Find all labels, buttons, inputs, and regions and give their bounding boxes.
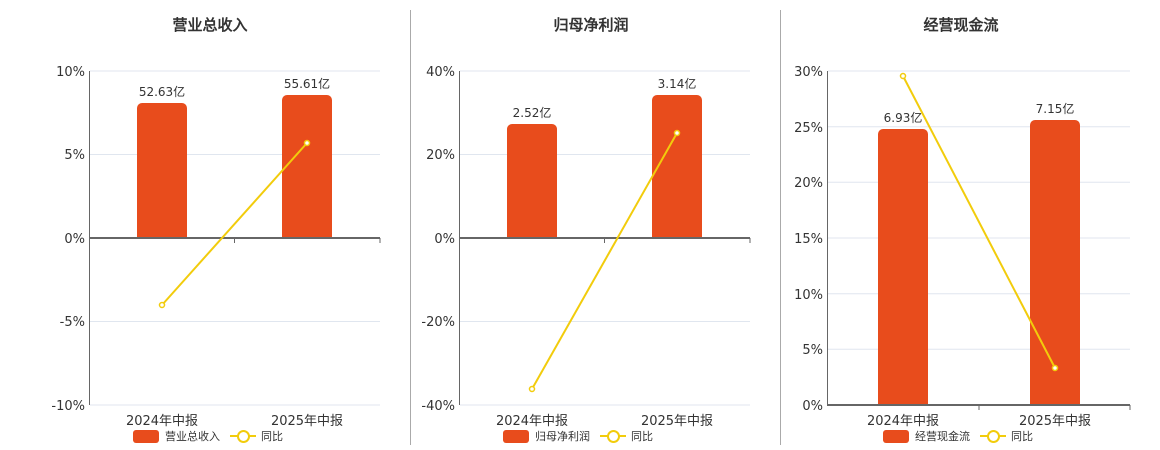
- yoy-point[interactable]: [1051, 364, 1059, 372]
- line-legend-swatch-icon[interactable]: [230, 429, 256, 443]
- y-tick: 10%: [794, 288, 823, 303]
- yoy-point[interactable]: [158, 301, 166, 309]
- y-tick: -40%: [421, 399, 455, 414]
- bar-2025[interactable]: [652, 95, 702, 238]
- bar-2024[interactable]: [878, 129, 928, 405]
- net-profit-chart-plot: 40% 20% 0% -20% -40% 2.52亿 3.14亿 2024年中报…: [421, 65, 751, 429]
- yoy-line: [902, 75, 1056, 369]
- yoy-point[interactable]: [528, 385, 536, 393]
- y-tick: 40%: [426, 65, 455, 80]
- chart-title: 营业总收入: [172, 16, 248, 34]
- x-tick: 2024年中报: [496, 414, 568, 429]
- chart-title: 经营现金流: [923, 16, 999, 34]
- bar-2025[interactable]: [1030, 120, 1080, 405]
- y-tick: 30%: [794, 65, 823, 80]
- legend-label[interactable]: 经营现金流: [915, 430, 970, 443]
- legend-label[interactable]: 同比: [261, 430, 283, 443]
- y-tick: 0%: [64, 232, 85, 247]
- y-tick: 5%: [802, 343, 823, 358]
- y-tick: -20%: [421, 315, 455, 330]
- y-tick: 0%: [434, 232, 455, 247]
- bar-value-label: 7.15亿: [1036, 101, 1075, 116]
- y-tick: 15%: [794, 232, 823, 247]
- legend-label[interactable]: 同比: [1011, 430, 1033, 443]
- panel-divider: [410, 10, 411, 445]
- yoy-line: [531, 132, 678, 390]
- legend-label[interactable]: 营业总收入: [165, 430, 220, 443]
- x-tick: 2024年中报: [867, 414, 939, 429]
- y-tick: 5%: [64, 148, 85, 163]
- legend-label[interactable]: 归母净利润: [535, 430, 590, 443]
- yoy-point[interactable]: [673, 129, 681, 137]
- bar-legend-swatch[interactable]: [883, 429, 909, 443]
- bar-2024[interactable]: [137, 103, 187, 238]
- yoy-point[interactable]: [899, 72, 907, 80]
- x-tick: 2025年中报: [271, 414, 343, 429]
- line-legend-swatch-icon[interactable]: [980, 429, 1006, 443]
- y-tick: 20%: [426, 148, 455, 163]
- y-tick: -5%: [60, 315, 85, 330]
- yoy-point[interactable]: [303, 139, 311, 147]
- y-tick: 10%: [56, 65, 85, 80]
- chart-legend: 经营现金流 同比: [883, 428, 1033, 444]
- line-legend-swatch-icon[interactable]: [600, 429, 626, 443]
- y-tick: -10%: [51, 399, 85, 414]
- bar-value-label: 52.63亿: [139, 84, 185, 99]
- revenue-chart-plot: 10% 5% 0% -5% -10% 52.63亿 55.61亿 2024年中报…: [51, 65, 381, 429]
- legend-label[interactable]: 同比: [631, 430, 653, 443]
- bar-value-label: 2.52亿: [513, 105, 552, 120]
- bar-legend-swatch[interactable]: [133, 429, 159, 443]
- y-tick: 0%: [802, 399, 823, 414]
- bar-value-label: 3.14亿: [658, 76, 697, 91]
- x-tick: 2025年中报: [1019, 414, 1091, 429]
- yoy-line: [161, 142, 308, 306]
- chart-legend: 归母净利润 同比: [503, 428, 653, 444]
- y-tick: 20%: [794, 176, 823, 191]
- cash-flow-chart-plot: 30% 25% 20% 15% 10% 5% 0% 6.93亿 7.15亿 20…: [794, 65, 1131, 429]
- chart-title: 归母净利润: [553, 16, 629, 34]
- bar-legend-swatch[interactable]: [503, 429, 529, 443]
- bar-value-label: 6.93亿: [884, 110, 923, 125]
- chart-legend: 营业总收入 同比: [133, 428, 283, 444]
- panel-divider: [780, 10, 781, 445]
- cash-flow-chart-panel: 经营现金流 30% 25% 20% 15% 10% 5% 0% 6.93亿 7.…: [781, 0, 1160, 450]
- x-tick: 2024年中报: [126, 414, 198, 429]
- x-tick: 2025年中报: [641, 414, 713, 429]
- bar-2025[interactable]: [282, 95, 332, 238]
- revenue-chart-panel: 营业总收入 10% 5% 0% -5% -10% 52.63亿 55.61亿 2…: [0, 0, 410, 450]
- bar-value-label: 55.61亿: [284, 76, 330, 91]
- y-tick: 25%: [794, 121, 823, 136]
- bar-2024[interactable]: [507, 124, 557, 238]
- net-profit-chart-panel: 归母净利润 40% 20% 0% -20% -40% 2.52亿 3.14亿 2…: [411, 0, 780, 450]
